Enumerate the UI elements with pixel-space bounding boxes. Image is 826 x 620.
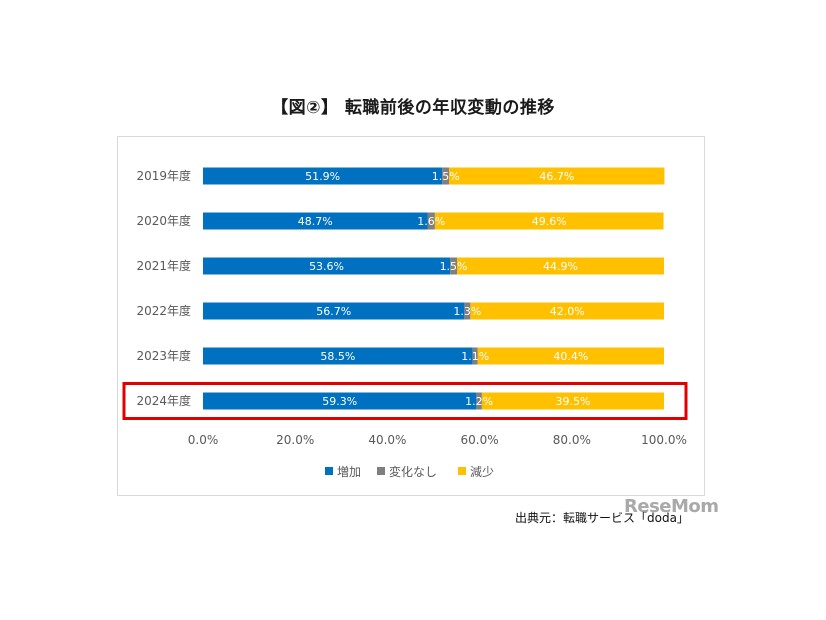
x-tick-label: 80.0% — [553, 433, 591, 447]
data-label: 49.6% — [532, 215, 567, 228]
bar-segment — [470, 302, 664, 320]
bar-segment — [434, 212, 664, 230]
x-tick-label: 0.0% — [188, 433, 219, 447]
stacked-bar-chart: 2019年度 51.9% 1.5% 46.7% 2020年度 48.7% 1.6% 49.6%… — [122, 167, 688, 479]
category-label: 2019年度 — [136, 168, 191, 183]
data-label: 48.7% — [298, 215, 333, 228]
legend-label: 減少 — [470, 464, 494, 479]
bar-segment — [442, 167, 450, 185]
data-label: 1.1% — [461, 350, 489, 363]
bar-segment — [203, 392, 477, 410]
source-note: 出典元：転職サービス「doda」 — [515, 511, 689, 525]
watermark-logo: ReseMom — [624, 496, 719, 517]
x-tick-label: 20.0% — [276, 433, 314, 447]
highlight-box — [122, 382, 688, 420]
data-label: 1.5% — [440, 260, 468, 273]
legend-swatch — [458, 467, 466, 475]
legend-swatch — [377, 467, 385, 475]
bar-segment — [203, 212, 428, 230]
data-label: 1.6% — [417, 215, 445, 228]
data-label: 42.0% — [550, 305, 585, 318]
legend-label: 増加 — [337, 465, 361, 479]
bar-segment — [203, 302, 465, 320]
bar-segment — [472, 347, 478, 365]
data-label: 58.5% — [320, 350, 355, 363]
chart-area: 2019年度 51.9% 1.5% 46.7% 2020年度 48.7% 1.6% 49.6%… — [117, 136, 705, 496]
data-label: 46.7% — [539, 170, 574, 183]
bar-segment — [481, 392, 664, 410]
data-label: 56.7% — [316, 305, 351, 318]
bar-segment — [203, 257, 451, 275]
data-label: 59.3% — [322, 395, 357, 408]
category-label: 2021年度 — [136, 258, 191, 273]
data-label: 40.4% — [553, 350, 588, 363]
bar-segment — [203, 167, 443, 185]
category-label: 2022年度 — [136, 303, 191, 318]
data-label: 39.5% — [555, 395, 590, 408]
bar-segment — [476, 392, 482, 410]
bar-segment — [450, 257, 458, 275]
category-label: 2020年度 — [136, 213, 191, 228]
data-label: 1.3% — [453, 305, 481, 318]
data-label: 53.6% — [309, 260, 344, 273]
legend-swatch — [325, 467, 333, 475]
data-label: 51.9% — [305, 170, 340, 183]
bar-segment — [457, 257, 664, 275]
x-tick-label: 60.0% — [461, 433, 499, 447]
bar-segment — [464, 302, 471, 320]
chart-title: 【図②】 転職前後の年収変動の推移 — [271, 98, 555, 118]
bar-segment — [477, 347, 664, 365]
category-label: 2024年度 — [136, 393, 191, 408]
data-label: 1.5% — [432, 170, 460, 183]
data-label: 1.2% — [465, 395, 493, 408]
x-tick-label: 100.0% — [641, 433, 687, 447]
bar-segment — [427, 212, 435, 230]
legend-label: 変化なし — [389, 464, 437, 479]
data-label: 44.9% — [543, 260, 578, 273]
x-tick-label: 40.0% — [368, 433, 406, 447]
category-label: 2023年度 — [136, 348, 191, 363]
bar-segment — [203, 347, 473, 365]
bar-segment — [449, 167, 665, 185]
